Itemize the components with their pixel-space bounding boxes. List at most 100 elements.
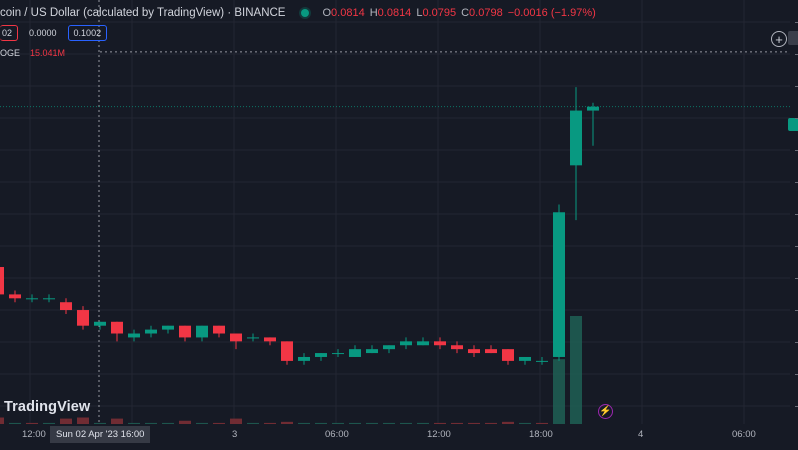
candle-body — [332, 353, 344, 355]
candle-body — [145, 329, 157, 334]
ohlc-high-label: H — [369, 7, 378, 19]
candle-body — [315, 353, 327, 357]
candle-body — [587, 106, 599, 111]
candle-body — [0, 267, 4, 295]
volume-label: OGE — [0, 48, 21, 58]
ohlc-close-value: 0.0798 — [469, 7, 503, 19]
volume-bar — [434, 422, 446, 424]
volume-bar — [553, 359, 565, 424]
candle-body — [60, 302, 72, 311]
lightning-bolt-icon[interactable]: ⚡ — [598, 404, 613, 419]
price-axis-tick — [795, 246, 798, 247]
volume-bar — [60, 418, 72, 424]
ohlc-values: O 0.0814 H 0.0814 L 0.0795 C 0.0798 −0.0016 … — [317, 7, 595, 19]
crosshair-date-tag: Sun 02 Apr '23 16:00 — [50, 426, 151, 443]
price-axis-tick — [795, 310, 798, 311]
indicator-value: 0.0000 — [29, 28, 57, 38]
price-axis-tick — [795, 406, 798, 407]
indicator-blue-pill[interactable]: 0.1002 — [67, 25, 108, 41]
crosshair-price-tag — [788, 31, 798, 45]
volume-bar — [451, 422, 463, 424]
price-axis-tick — [795, 374, 798, 375]
volume-bar — [77, 417, 89, 424]
volume-bar — [43, 422, 55, 424]
candle-body — [417, 341, 429, 346]
plus-circle-icon[interactable]: + — [771, 31, 787, 47]
candle-body — [213, 325, 225, 334]
ohlc-high-value: 0.0814 — [377, 7, 412, 19]
price-axis-tick — [795, 118, 798, 119]
volume-bar — [111, 418, 123, 424]
candle-body — [77, 310, 89, 326]
volume-bar — [468, 422, 480, 424]
candle-body — [485, 349, 497, 354]
volume-bar — [502, 421, 514, 424]
candle-body — [162, 325, 174, 330]
volume-bar — [230, 418, 242, 424]
ohlc-open-value: 0.0814 — [331, 7, 365, 19]
price-axis-tick — [795, 342, 798, 343]
ohlc-open-label: O — [322, 7, 332, 19]
candle-body — [400, 341, 412, 346]
x-axis-tick: 12:00 — [427, 429, 451, 440]
volume-bar — [383, 422, 395, 424]
candle-body — [26, 298, 38, 300]
volume-bar — [145, 422, 157, 424]
volume-bar — [281, 421, 293, 424]
x-axis-tick: 06:00 — [325, 429, 349, 440]
candle-body — [383, 345, 395, 350]
candle-body — [43, 298, 55, 300]
indicator-row: 02 0.0000 0.1002 — [0, 25, 108, 41]
candle-body — [366, 349, 378, 354]
candle-body — [196, 325, 208, 338]
volume-bar — [94, 422, 106, 424]
volume-bar — [349, 422, 361, 424]
indicator-red-pill[interactable]: 02 — [0, 25, 19, 41]
volume-bar — [570, 316, 582, 424]
price-axis-tick — [795, 150, 798, 151]
volume-bar — [213, 422, 225, 424]
volume-bar — [9, 422, 21, 424]
volume-bar — [332, 422, 344, 424]
candle-body — [349, 349, 361, 357]
symbol-header: coin / US Dollar (calculated by TradingV… — [0, 4, 596, 22]
ohlc-low-label: L — [416, 7, 423, 19]
candle-body — [502, 349, 514, 361]
candle-body — [536, 360, 548, 362]
candle-body — [451, 345, 463, 350]
market-status-dot-icon — [301, 9, 310, 17]
volume-legend[interactable]: OGE 15.041M — [0, 48, 65, 58]
symbol-title[interactable]: coin / US Dollar (calculated by TradingV… — [0, 7, 286, 19]
volume-bar — [247, 422, 259, 424]
volume-bar — [298, 422, 310, 424]
volume-bar — [519, 422, 531, 424]
candle-body — [111, 321, 123, 334]
volume-bar — [162, 422, 174, 424]
volume-bar — [315, 422, 327, 424]
candle-body — [570, 110, 582, 166]
volume-bar — [485, 422, 497, 424]
candle-body — [247, 337, 259, 339]
volume-bar — [264, 422, 276, 424]
volume-bar — [417, 422, 429, 424]
x-axis-tick: 3 — [232, 429, 238, 440]
volume-bar — [536, 422, 548, 424]
x-axis-tick: 4 — [638, 429, 644, 440]
volume-value: 15.041M — [30, 48, 66, 58]
volume-bar — [0, 417, 4, 424]
ohlc-change: −0.0016 (−1.97%) — [507, 7, 596, 19]
candle-body — [468, 349, 480, 354]
candle-body — [94, 321, 106, 326]
price-axis-tick — [795, 22, 798, 23]
volume-bar — [400, 422, 412, 424]
x-axis-tick: 18:00 — [529, 429, 553, 440]
candle-body — [128, 333, 140, 338]
volume-bar — [196, 422, 208, 424]
candle-body — [281, 341, 293, 361]
ohlc-low-value: 0.0795 — [422, 7, 457, 19]
tradingview-logo[interactable]: TradingView — [4, 399, 91, 415]
volume-bar — [26, 422, 38, 424]
price-axis-tick — [795, 182, 798, 183]
volume-bar — [128, 422, 140, 424]
